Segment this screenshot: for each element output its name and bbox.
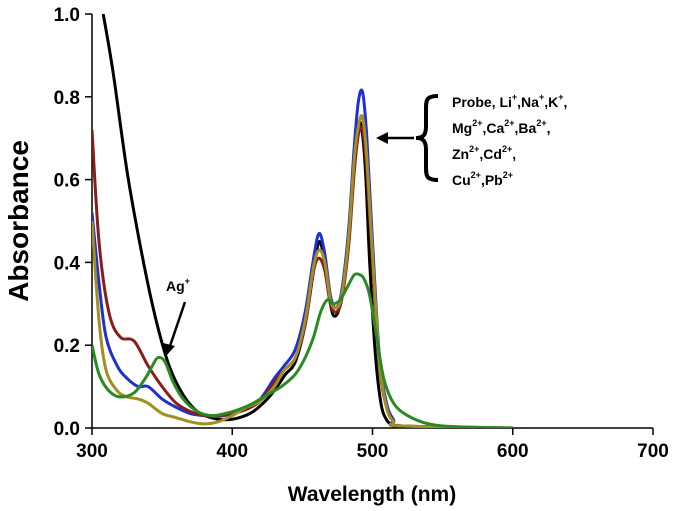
- series-line-green: [92, 272, 513, 428]
- x-tick-label: 600: [497, 441, 529, 462]
- x-tick-label: 300: [76, 441, 108, 462]
- series-line-olive: [92, 113, 513, 428]
- tick-labels: 300 400 500 600 700 0.0 0.2 0.4 0.6 0.8 1.0: [54, 5, 669, 462]
- group-annotation-arrow: [376, 132, 414, 144]
- y-axis-title: Absorbance: [3, 140, 34, 302]
- group-annotation-text: Probe, Li+,Na+,K+, Mg2+,Ca2+,Ba2+, Zn2+,Cd…: [452, 92, 567, 188]
- x-tick-label: 500: [357, 441, 389, 462]
- ticks: [85, 13, 654, 435]
- ag-annotation-arrow: [163, 301, 187, 356]
- ag-annotation-label: Ag+: [166, 276, 190, 294]
- group-annotation-line: Mg2+,Ca2+,Ba2+,: [452, 118, 551, 136]
- y-tick-label: 0.8: [54, 88, 80, 109]
- y-tick-label: 0.0: [54, 419, 80, 440]
- y-tick-label: 1.0: [54, 5, 80, 26]
- group-annotation-line: Probe, Li+,Na+,K+,: [452, 92, 567, 110]
- y-tick-label: 0.2: [54, 336, 80, 357]
- group-annotation-line: Cu2+,Pb2+: [452, 170, 513, 188]
- curly-brace: [415, 94, 439, 182]
- group-annotation-line: Zn2+,Cd2+,: [452, 144, 516, 162]
- series-line-black: [101, 14, 513, 428]
- y-tick-label: 0.4: [54, 253, 81, 274]
- x-tick-label: 400: [216, 441, 248, 462]
- x-tick-label: 700: [637, 441, 669, 462]
- series-group: [92, 14, 513, 428]
- series-line-dark-red: [92, 125, 513, 428]
- y-tick-label: 0.6: [54, 171, 80, 192]
- x-axis-title: Wavelength (nm): [288, 483, 456, 506]
